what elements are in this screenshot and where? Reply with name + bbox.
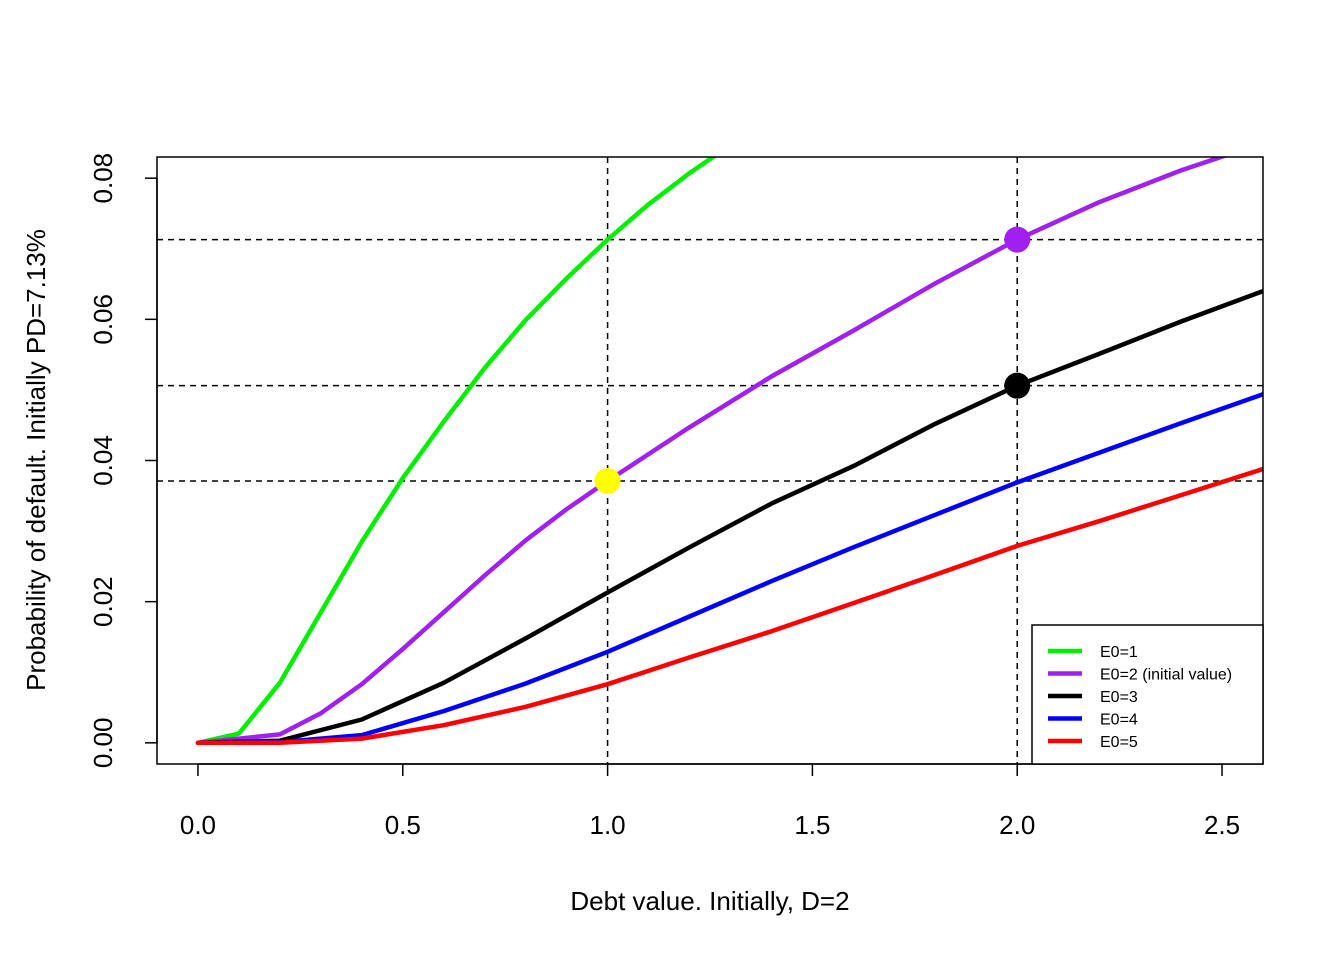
y-tick-label: 0.02 [88, 576, 118, 627]
legend-label: E0=3 [1100, 689, 1138, 706]
y-tick-label: 0.04 [88, 435, 118, 486]
y-tick-label: 0.08 [88, 153, 118, 204]
y-axis-title: Probability of default. Initially PD=7.1… [21, 229, 51, 691]
highlight-point-2 [1004, 372, 1031, 399]
series-line-4 [195, 391, 1263, 746]
x-axis: 0.0 0.5 1.0 1.5 2.0 2.5 [180, 763, 1240, 840]
highlight-point-0 [594, 467, 621, 494]
x-tick-label: 1.5 [794, 810, 830, 840]
highlight-point-1 [1004, 226, 1031, 253]
x-tick-label: 2.0 [999, 810, 1035, 840]
series-lines [195, 157, 1263, 746]
x-tick-label: 0.0 [180, 810, 216, 840]
legend: E0=1 E0=2 (initial value) E0=3 E0=4 E0=5 [1031, 624, 1264, 765]
x-tick-label: 2.5 [1204, 810, 1240, 840]
legend-label: E0=5 [1100, 734, 1138, 751]
series-line-3 [195, 288, 1263, 746]
series-line-2 [195, 157, 1229, 746]
x-axis-title: Debt value. Initially, D=2 [570, 886, 849, 916]
series-line-1 [195, 157, 718, 746]
y-tick-label: 0.06 [88, 294, 118, 345]
highlight-points [594, 226, 1031, 494]
legend-label: E0=1 [1100, 644, 1138, 661]
series-line-5 [195, 466, 1263, 746]
legend-label: E0=2 (initial value) [1100, 667, 1232, 684]
y-axis: 0.00 0.02 0.04 0.06 0.08 [88, 153, 158, 769]
y-tick-label: 0.00 [88, 718, 118, 769]
legend-label: E0=4 [1100, 712, 1138, 729]
x-tick-label: 1.0 [590, 810, 626, 840]
x-tick-label: 0.5 [385, 810, 421, 840]
reference-lines [157, 157, 1263, 764]
